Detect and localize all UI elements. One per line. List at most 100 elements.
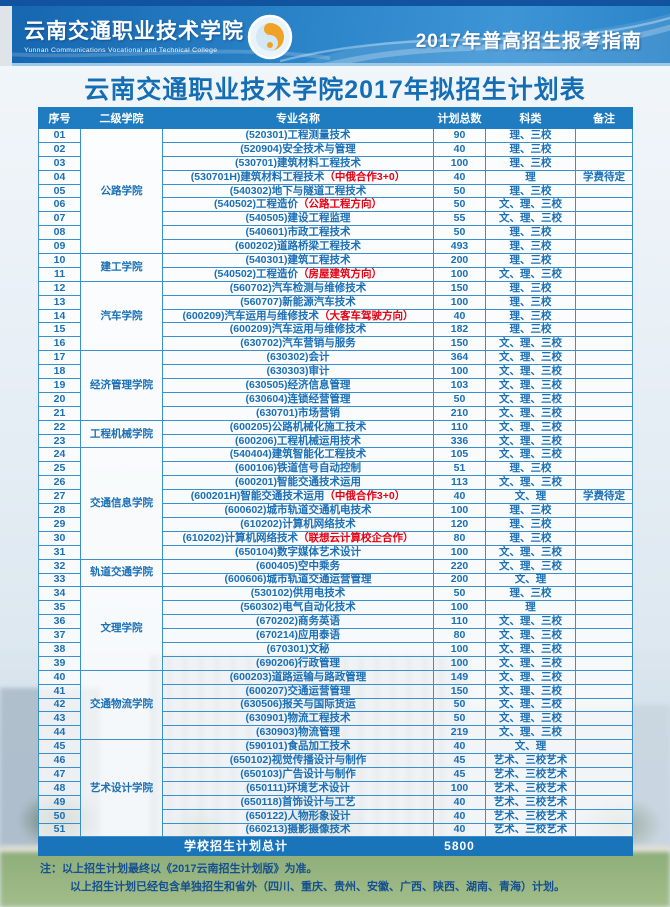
remark bbox=[575, 197, 633, 213]
major-special-note: （大客车驾驶方向） bbox=[319, 309, 414, 322]
major-code-name: (690206)行政管理 bbox=[255, 656, 341, 669]
total-label: 学校招生计划总计 bbox=[38, 836, 434, 857]
school-name-en: Yunnan Communications Vocational and Tec… bbox=[24, 47, 218, 54]
plan-total: 50 bbox=[433, 391, 486, 407]
major-name: (650102)视觉传播设计与制作 bbox=[162, 753, 434, 768]
major-code-name: (630303)审计 bbox=[266, 365, 330, 378]
category: 文、理、三校 bbox=[485, 641, 576, 657]
remark bbox=[575, 600, 633, 616]
remark bbox=[575, 655, 633, 671]
remark bbox=[575, 530, 633, 546]
category: 理、三校 bbox=[485, 141, 576, 157]
remark bbox=[575, 364, 633, 380]
category: 文、理、三校 bbox=[485, 266, 576, 282]
school-emblem-icon bbox=[247, 14, 293, 60]
row-number: 22 bbox=[38, 419, 81, 435]
plan-total: 110 bbox=[433, 614, 486, 630]
total-value: 5800 bbox=[433, 836, 486, 857]
remark bbox=[575, 239, 633, 255]
remark bbox=[575, 336, 633, 352]
major-code-name: (540301)建筑工程技术 bbox=[245, 253, 351, 266]
major-code-name: (650122)人物形象设计 bbox=[245, 809, 351, 822]
row-number: 16 bbox=[38, 336, 81, 352]
college-name: 艺术设计学院 bbox=[80, 739, 163, 838]
table-row: 16 (630702)汽车营销与服务 150 文、理、三校 bbox=[38, 336, 633, 352]
college-name: 轨道交通学院 bbox=[80, 558, 163, 588]
remark bbox=[575, 558, 633, 574]
plan-total: 219 bbox=[433, 725, 486, 741]
row-number: 27 bbox=[38, 489, 81, 505]
major-code-name: (540302)地下与隧道工程技术 bbox=[229, 184, 367, 197]
table-row: 09 (600202)道路桥梁工程技术 493 理、三校 bbox=[38, 239, 633, 255]
remark bbox=[575, 183, 633, 199]
category: 理 bbox=[485, 600, 576, 616]
major-name: (600205)公路机械化施工技术 bbox=[162, 419, 434, 435]
header-remark: 备注 bbox=[575, 107, 633, 129]
plan-total: 182 bbox=[433, 322, 486, 338]
remark bbox=[575, 322, 633, 338]
category: 文、理、三校 bbox=[485, 697, 576, 713]
plan-total: 105 bbox=[433, 447, 486, 463]
major-code-name: (600205)公路机械化施工技术 bbox=[229, 420, 367, 433]
remark bbox=[575, 725, 633, 741]
row-number: 37 bbox=[38, 628, 81, 643]
footnotes: 注：以上招生计划最终以《2017云南招生计划版》为准。 以上招生计划已经包含单独… bbox=[40, 860, 565, 896]
plan-total: 40 bbox=[433, 739, 486, 755]
major-name: (520904)安全技术与管理 bbox=[162, 141, 434, 157]
remark bbox=[575, 822, 633, 838]
row-number: 39 bbox=[38, 655, 81, 671]
major-code-name: (670214)应用泰语 bbox=[255, 629, 341, 641]
major-name: (590101)食品加工技术 bbox=[162, 739, 434, 755]
major-special-note: （房屋建筑方向） bbox=[298, 267, 383, 280]
category: 文、理、三校 bbox=[485, 725, 576, 741]
major-code-name: (520904)安全技术与管理 bbox=[240, 142, 356, 155]
header-college: 二级学院 bbox=[80, 107, 163, 129]
category: 理、三校 bbox=[485, 253, 576, 268]
major-code-name: (560707)新能源汽车技术 bbox=[240, 295, 356, 308]
table-row: 03 (530701)建筑材料工程技术 100 理、三校 bbox=[38, 155, 633, 171]
category: 文、理、三校 bbox=[485, 655, 576, 671]
category: 艺术、三校艺术 bbox=[485, 780, 576, 796]
remark bbox=[575, 614, 633, 630]
major-code-name: (630903)物流管理 bbox=[255, 726, 341, 739]
category: 文、理、三校 bbox=[485, 364, 576, 380]
major-name: (530701H)建筑材料工程技术（中俄合作3+0） bbox=[162, 169, 434, 185]
row-number: 05 bbox=[38, 183, 81, 199]
major-name: (630701)市场营销 bbox=[162, 405, 434, 421]
row-number: 03 bbox=[38, 155, 81, 171]
plan-total: 45 bbox=[433, 766, 486, 782]
plan-total: 149 bbox=[433, 669, 486, 685]
category: 文、理、三校 bbox=[485, 391, 576, 407]
row-number: 26 bbox=[38, 475, 81, 491]
banner-wave-decoration bbox=[0, 13, 670, 63]
category: 文、理、三校 bbox=[485, 211, 576, 227]
major-code-name: (610202)计算机网络技术 bbox=[240, 517, 356, 530]
major-code-name: (600206)工程机械运用技术 bbox=[234, 434, 362, 447]
plan-total: 40 bbox=[433, 169, 486, 185]
remark bbox=[575, 211, 633, 227]
category: 文、理、三校 bbox=[485, 614, 576, 630]
major-name: (630903)物流管理 bbox=[162, 725, 434, 741]
table-row: 50 (650122)人物形象设计 40 艺术、三校艺术 bbox=[38, 808, 633, 824]
table-row: 51 (660213)摄影摄像技术 40 艺术、三校艺术 bbox=[38, 822, 633, 838]
plan-total: 100 bbox=[433, 655, 486, 671]
major-name: (560302)电气自动化技术 bbox=[162, 600, 434, 616]
plan-table-body: 01 公路学院 (520301)工程测量技术 90 理、三校 02 (520904)安全技术… bbox=[38, 127, 633, 838]
major-name: (540404)建筑智能化工程技术 bbox=[162, 447, 434, 463]
category: 理、三校 bbox=[485, 280, 576, 296]
row-number: 48 bbox=[38, 780, 81, 796]
category: 理、三校 bbox=[485, 155, 576, 171]
table-row: 15 (600209)汽车运用与维修技术 182 理、三校 bbox=[38, 322, 633, 338]
major-code-name: (530701H)建筑材料工程技术 bbox=[190, 170, 325, 183]
table-row: 23 (600206)工程机械运用技术 336 文、理、三校 bbox=[38, 433, 633, 449]
major-name: (630702)汽车营销与服务 bbox=[162, 336, 434, 352]
category: 理 bbox=[485, 169, 576, 185]
major-code-name: (670202)商务英语 bbox=[255, 615, 341, 628]
major-code-name: (650111)环境艺术设计 bbox=[246, 781, 350, 794]
major-code-name: (630604)连锁经营管理 bbox=[245, 392, 351, 405]
plan-total: 80 bbox=[433, 530, 486, 546]
major-name: (690206)行政管理 bbox=[162, 655, 434, 671]
table-row: 39 (690206)行政管理 100 文、理、三校 bbox=[38, 655, 633, 671]
table-row: 10 建工学院 (540301)建筑工程技术 200 理、三校 bbox=[38, 253, 633, 282]
major-name: (630505)经济信息管理 bbox=[162, 378, 434, 393]
